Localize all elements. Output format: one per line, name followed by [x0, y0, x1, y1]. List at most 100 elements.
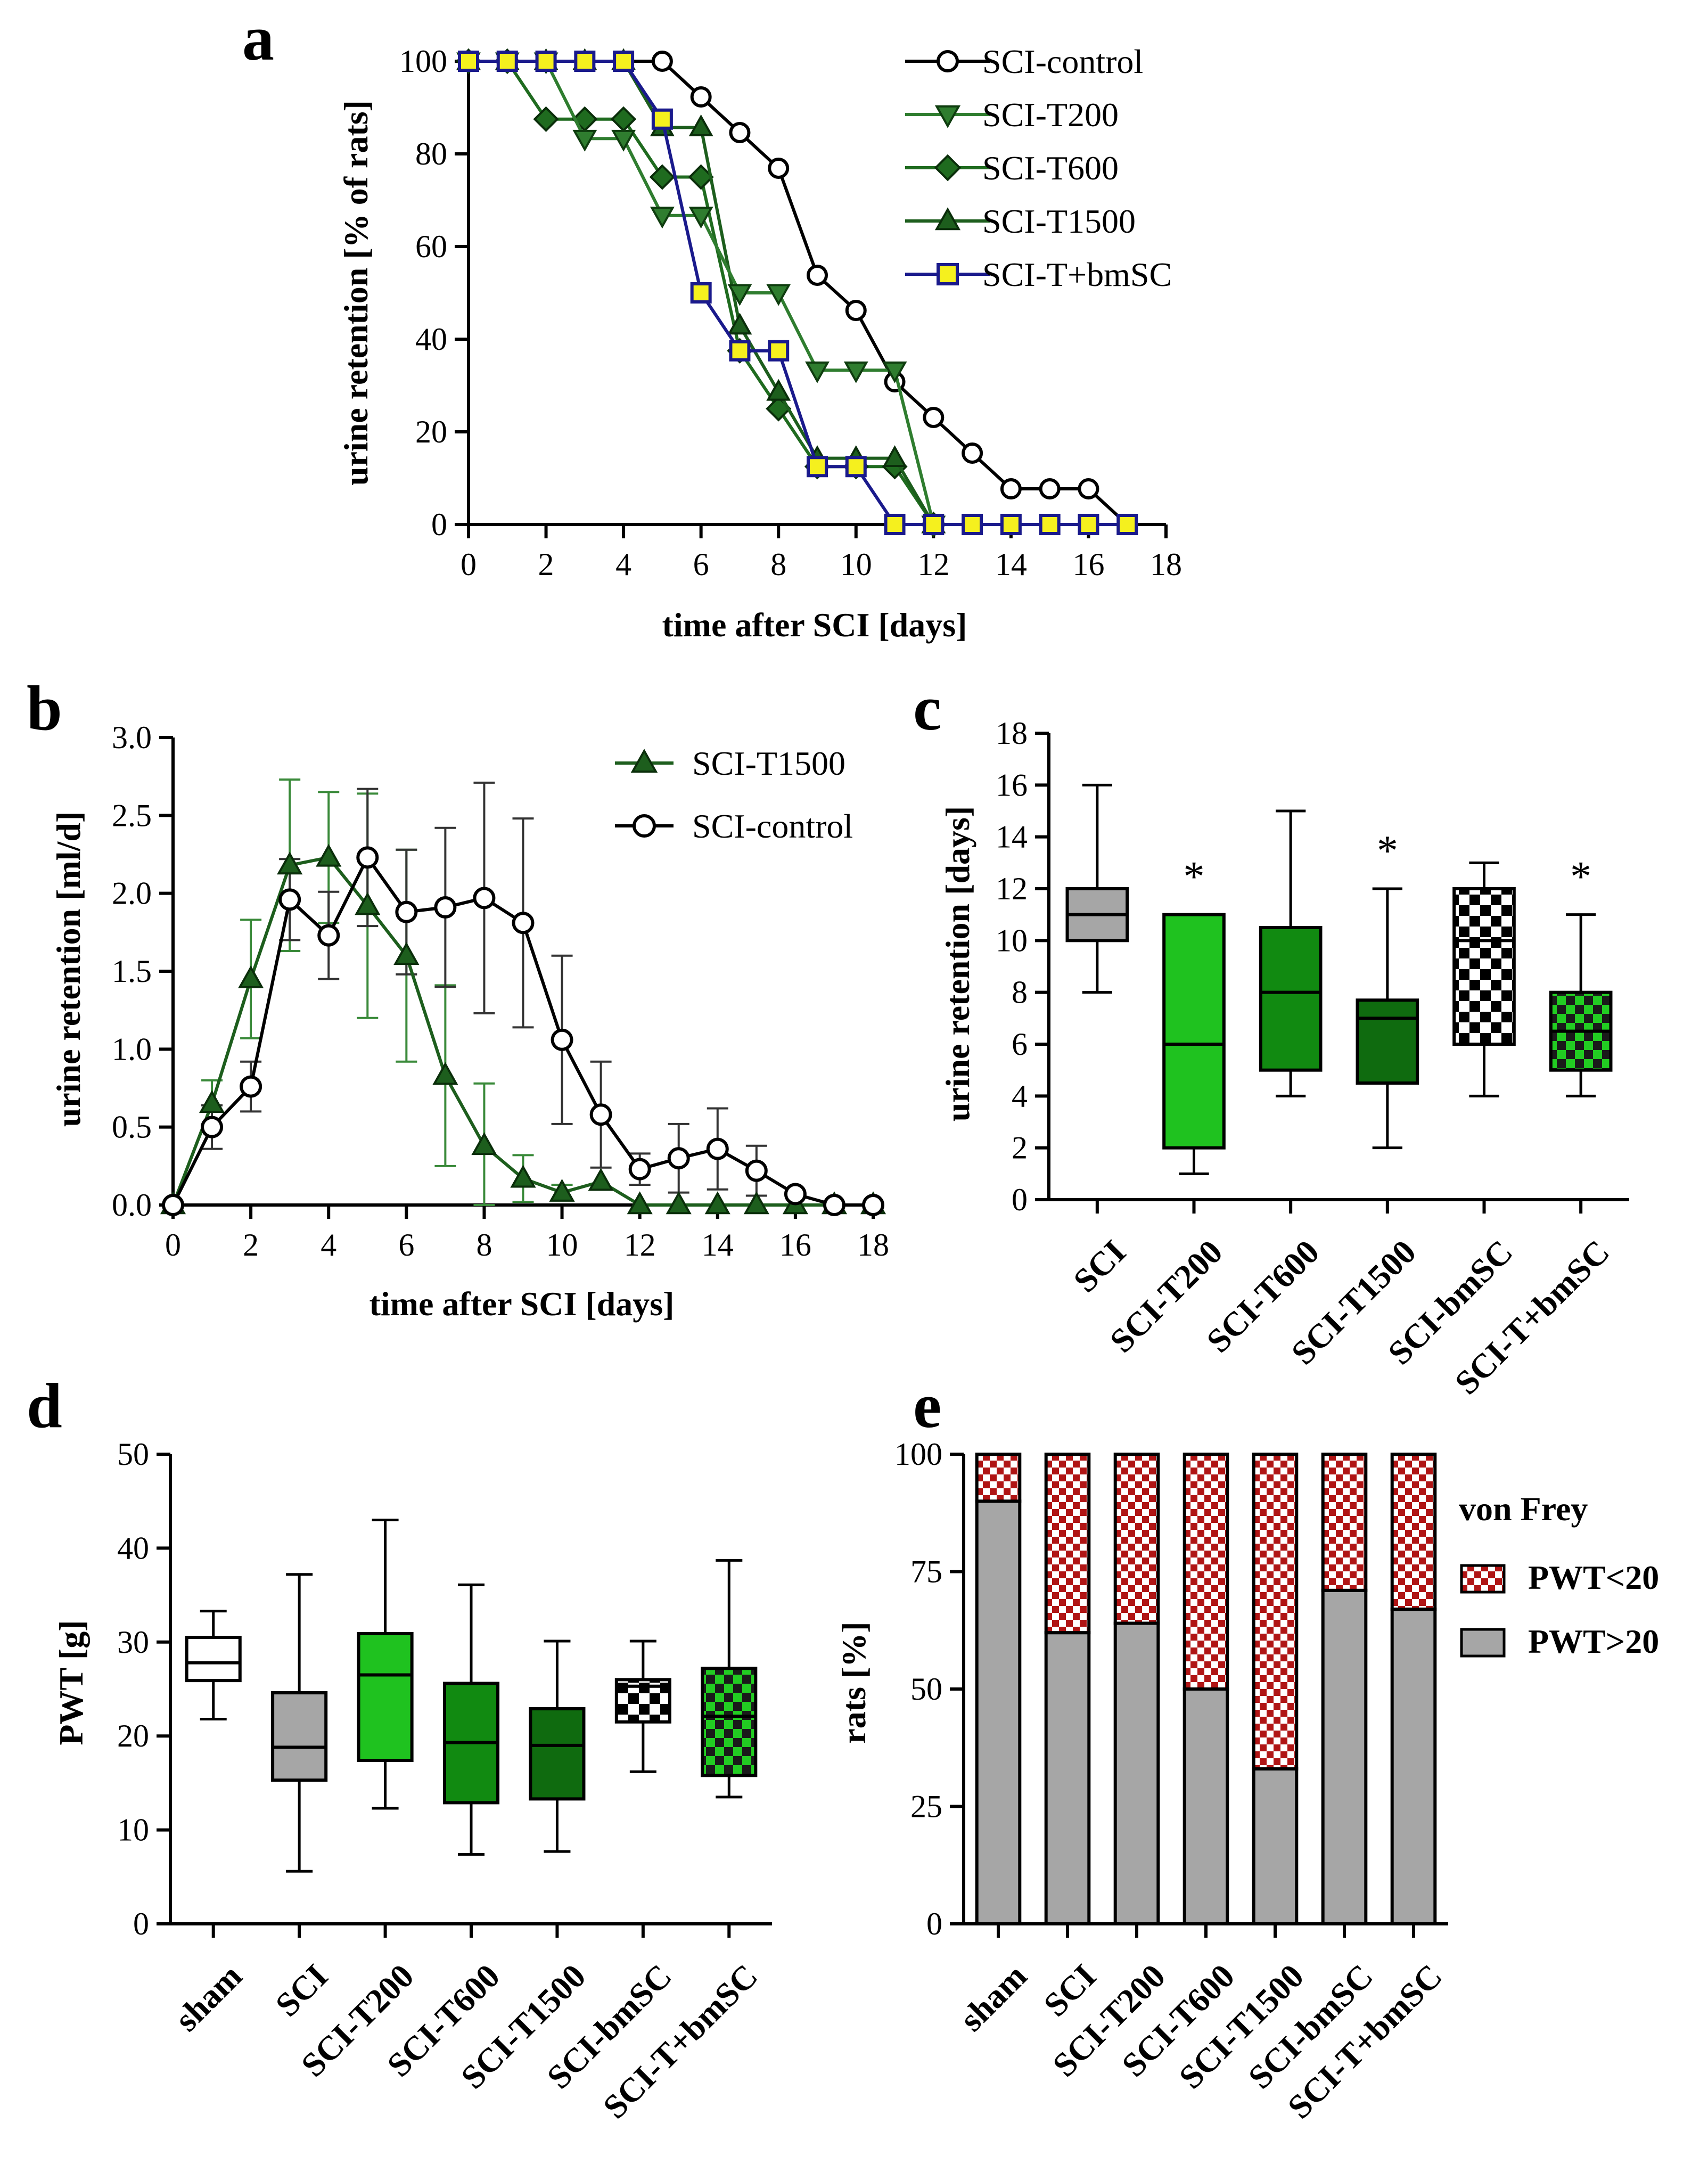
- b-point-SCI-T1500: [704, 1191, 730, 1215]
- c-box-SCI-T200: [1162, 913, 1226, 1150]
- d-box-SCI-T+bmSC: [701, 1667, 758, 1777]
- c-box-SCI-T1500: [1356, 998, 1419, 1085]
- a-y-axis-title: urine retention [% of rats]: [337, 100, 375, 486]
- a-legend-label: SCI-control: [982, 43, 1143, 80]
- panel-label-e: e: [913, 1370, 941, 1441]
- b-point-SCI-T1500: [237, 965, 264, 988]
- a-point-SCI-T+bmSC: [535, 51, 557, 72]
- a-legend-marker: [937, 263, 959, 285]
- a-point-SCI-control: [1000, 478, 1022, 500]
- b-point-SCI-control: [784, 1183, 807, 1206]
- b-legend-label: SCI-T1500: [692, 744, 845, 782]
- b-point-SCI-control: [551, 1028, 573, 1051]
- b-point-SCI-T1500: [471, 1132, 497, 1155]
- b-point-SCI-T1500: [393, 942, 420, 965]
- b-x-tick-label: 12: [624, 1227, 656, 1263]
- b-x-tick-label: 14: [702, 1227, 734, 1263]
- c-box-SCI-T600: [1259, 926, 1323, 1072]
- b-point-SCI-control: [512, 912, 535, 935]
- a-y-tick-label: 40: [415, 322, 447, 357]
- a-point-SCI-T+bmSC: [729, 340, 751, 362]
- a-legend-marker: [934, 154, 962, 182]
- a-point-SCI-T+bmSC: [574, 51, 596, 72]
- b-point-SCI-control: [589, 1103, 612, 1126]
- e-bar-pwt-gt-20: [1113, 1621, 1160, 1925]
- e-bar-pwt-lt-20: [1321, 1453, 1368, 1592]
- a-point-SCI-T+bmSC: [496, 51, 518, 72]
- a-point-SCI-T+bmSC: [613, 51, 635, 72]
- b-x-tick-label: 8: [476, 1227, 492, 1263]
- b-y-tick-label: 0.0: [112, 1187, 152, 1223]
- b-y-tick-label: 2.5: [112, 798, 152, 833]
- c-y-tick-label: 0: [1012, 1182, 1028, 1217]
- e-bar-pwt-lt-20: [975, 1453, 1022, 1503]
- a-point-SCI-control: [807, 264, 828, 286]
- b-point-SCI-control: [862, 1194, 884, 1216]
- d-box-sham: [185, 1635, 242, 1683]
- b-point-SCI-control: [317, 924, 340, 947]
- d-box-SCI-T200: [357, 1632, 414, 1763]
- c-y-tick-label: 12: [996, 871, 1028, 906]
- e-y-tick-label: 50: [910, 1671, 942, 1707]
- a-y-tick-label: 100: [399, 44, 447, 79]
- a-legend-marker: [937, 50, 959, 72]
- a-legend-label: SCI-T1500: [982, 202, 1136, 240]
- a-point-SCI-T600: [572, 106, 598, 132]
- chart-a: 0 20 40 60 80 100 0 2 4 6 8 10 12 14 16 18 time after SC…: [337, 43, 1182, 644]
- a-point-SCI-T600: [649, 164, 675, 190]
- a-point-SCI-T200: [611, 129, 636, 152]
- a-x-tick-label: 2: [538, 547, 554, 582]
- a-point-SCI-T1500: [882, 445, 907, 468]
- a-point-SCI-T1500: [688, 114, 713, 136]
- a-point-SCI-T+bmSC: [768, 340, 790, 362]
- b-point-SCI-control: [395, 900, 418, 923]
- e-bar-pwt-gt-20: [1044, 1631, 1091, 1925]
- e-bar-pwt-gt-20: [975, 1499, 1022, 1925]
- d-y-tick-label: 30: [117, 1625, 149, 1660]
- b-x-axis-title: time after SCI [days]: [369, 1285, 675, 1323]
- a-y-tick-label: 80: [415, 136, 447, 171]
- d-category-label: SCI: [268, 1957, 335, 2024]
- b-x-tick-label: 16: [779, 1227, 811, 1263]
- a-x-tick-label: 12: [917, 547, 949, 582]
- d-y-tick-label: 20: [117, 1718, 149, 1753]
- c-y-tick-label: 10: [996, 923, 1028, 958]
- e-bar-pwt-lt-20: [1044, 1453, 1091, 1635]
- e-y-tick-label: 0: [926, 1906, 942, 1941]
- a-x-tick-label: 4: [615, 547, 631, 582]
- d-y-tick-label: 0: [133, 1906, 149, 1941]
- a-point-SCI-T+bmSC: [1116, 514, 1138, 535]
- a-legend-label: SCI-T200: [982, 96, 1119, 134]
- e-bar-pwt-lt-20: [1390, 1453, 1437, 1611]
- b-point-SCI-control: [667, 1147, 690, 1170]
- a-point-SCI-T+bmSC: [651, 108, 673, 130]
- c-y-tick-label: 6: [1012, 1027, 1028, 1062]
- b-point-SCI-T1500: [666, 1191, 692, 1215]
- a-y-tick-label: 60: [415, 229, 447, 264]
- b-x-tick-label: 10: [546, 1227, 578, 1263]
- b-x-tick-label: 0: [165, 1227, 181, 1263]
- a-x-tick-label: 10: [840, 547, 872, 582]
- b-point-SCI-T1500: [199, 1090, 225, 1113]
- b-point-SCI-control: [628, 1158, 651, 1181]
- a-y-tick-label: 0: [431, 507, 447, 542]
- e-bar-pwt-lt-20: [1252, 1453, 1299, 1770]
- b-y-tick-label: 1.5: [112, 954, 152, 989]
- a-point-SCI-T+bmSC: [690, 282, 712, 304]
- e-bar-pwt-gt-20: [1183, 1687, 1229, 1925]
- panel-label-b: b: [27, 673, 62, 743]
- c-y-tick-label: 4: [1012, 1078, 1028, 1113]
- a-point-SCI-T+bmSC: [1078, 514, 1099, 535]
- b-point-SCI-control: [434, 896, 457, 919]
- b-legend-marker: [630, 749, 658, 773]
- b-x-tick-label: 6: [398, 1227, 414, 1263]
- a-point-SCI-T200: [843, 361, 868, 383]
- panel-label-a: a: [242, 3, 274, 73]
- a-x-tick-label: 18: [1150, 547, 1182, 582]
- a-point-SCI-T1500: [727, 313, 752, 335]
- a-point-SCI-T200: [688, 207, 713, 229]
- b-point-SCI-control: [745, 1159, 768, 1182]
- e-bar-pwt-gt-20: [1252, 1767, 1299, 1925]
